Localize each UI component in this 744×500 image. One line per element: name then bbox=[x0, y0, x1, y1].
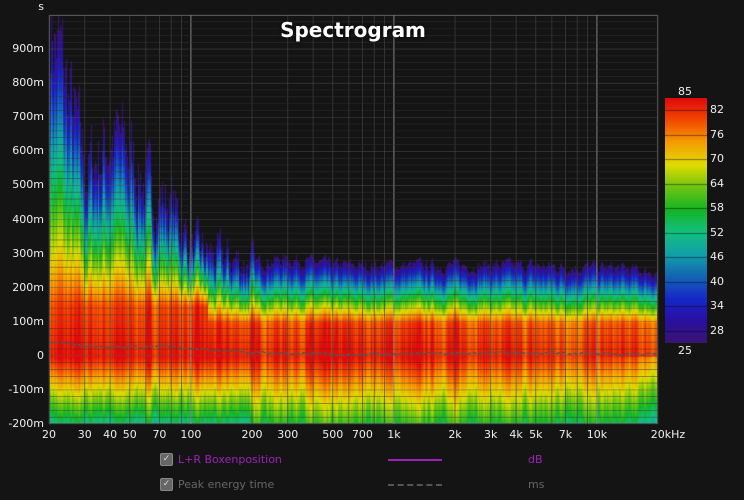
x-tick-label: 500 bbox=[322, 428, 344, 441]
x-tick-label: 1k bbox=[387, 428, 401, 441]
checkbox-boxenposition[interactable]: ✓ bbox=[160, 453, 173, 466]
x-tick-label: 10k bbox=[586, 428, 608, 441]
x-tick-label: 30 bbox=[77, 428, 92, 441]
peak-energy-time-line bbox=[48, 341, 659, 357]
x-tick-label: 2k bbox=[448, 428, 462, 441]
x-tick-label: 100 bbox=[180, 428, 202, 441]
colorbar-tick-label: 70 bbox=[710, 152, 724, 166]
colorbar-tick-label: 76 bbox=[710, 127, 724, 141]
legend-line-solid bbox=[388, 458, 442, 461]
y-tick-label: 600m bbox=[12, 144, 44, 158]
x-tick-label: 20kHz bbox=[650, 428, 686, 441]
x-tick-label: 300 bbox=[277, 428, 299, 441]
x-tick-label: 4k bbox=[509, 428, 523, 441]
x-tick-label: 700 bbox=[351, 428, 373, 441]
x-tick-label: 70 bbox=[152, 428, 167, 441]
x-tick-label: 3k bbox=[484, 428, 498, 441]
x-tick-label: 40 bbox=[103, 428, 118, 441]
y-tick-label: 900m bbox=[12, 42, 44, 56]
x-tick-label: 200 bbox=[241, 428, 263, 441]
legend-unit: dB bbox=[528, 453, 543, 466]
colorbar-tick-label: 64 bbox=[710, 176, 724, 190]
colorbar-tick-label: 34 bbox=[710, 299, 724, 313]
x-tick-label: 7k bbox=[558, 428, 573, 441]
x-tick-label: 50 bbox=[122, 428, 137, 441]
y-tick-label: 700m bbox=[12, 110, 44, 124]
legend-item-peak-energy: ✓ Peak energy time ms bbox=[160, 478, 544, 491]
y-tick-label: -100m bbox=[8, 382, 44, 396]
x-tick-label: 5k bbox=[529, 428, 543, 441]
y-tick-label: 100m bbox=[12, 314, 44, 328]
colorbar-tick-label: 40 bbox=[710, 274, 724, 288]
colorbar-tick-label: 46 bbox=[710, 250, 724, 264]
legend-label: Peak energy time bbox=[178, 478, 275, 491]
y-tick-label: 0 bbox=[37, 348, 44, 362]
grid-and-lines bbox=[48, 14, 659, 425]
colorbar-tick-label: 52 bbox=[710, 225, 724, 239]
colorbar bbox=[665, 98, 707, 343]
legend-unit: ms bbox=[528, 478, 545, 491]
y-tick-label: 500m bbox=[12, 178, 44, 192]
y-tick-label: 800m bbox=[12, 76, 44, 90]
colorbar-tick-label: 82 bbox=[710, 103, 724, 117]
chart-title: Spectrogram bbox=[280, 18, 426, 42]
legend-label: L+R Boxenposition bbox=[178, 453, 282, 466]
y-tick-label: 200m bbox=[12, 280, 44, 294]
y-tick-label: 300m bbox=[12, 246, 44, 260]
y-tick-label: 400m bbox=[12, 212, 44, 226]
x-tick-label: 20 bbox=[42, 428, 56, 441]
colorbar-min: 25 bbox=[678, 344, 692, 357]
legend-item-boxenposition: ✓ L+R Boxenposition dB bbox=[160, 453, 543, 466]
checkbox-peak-energy[interactable]: ✓ bbox=[160, 478, 173, 491]
y-tick-label: -200m bbox=[8, 417, 44, 430]
colorbar-tick-label: 28 bbox=[710, 323, 724, 337]
y-axis-unit: s bbox=[38, 0, 44, 13]
colorbar-tick-label: 58 bbox=[710, 201, 724, 215]
colorbar-max: 85 bbox=[678, 85, 692, 98]
legend-line-dashed bbox=[388, 483, 442, 486]
